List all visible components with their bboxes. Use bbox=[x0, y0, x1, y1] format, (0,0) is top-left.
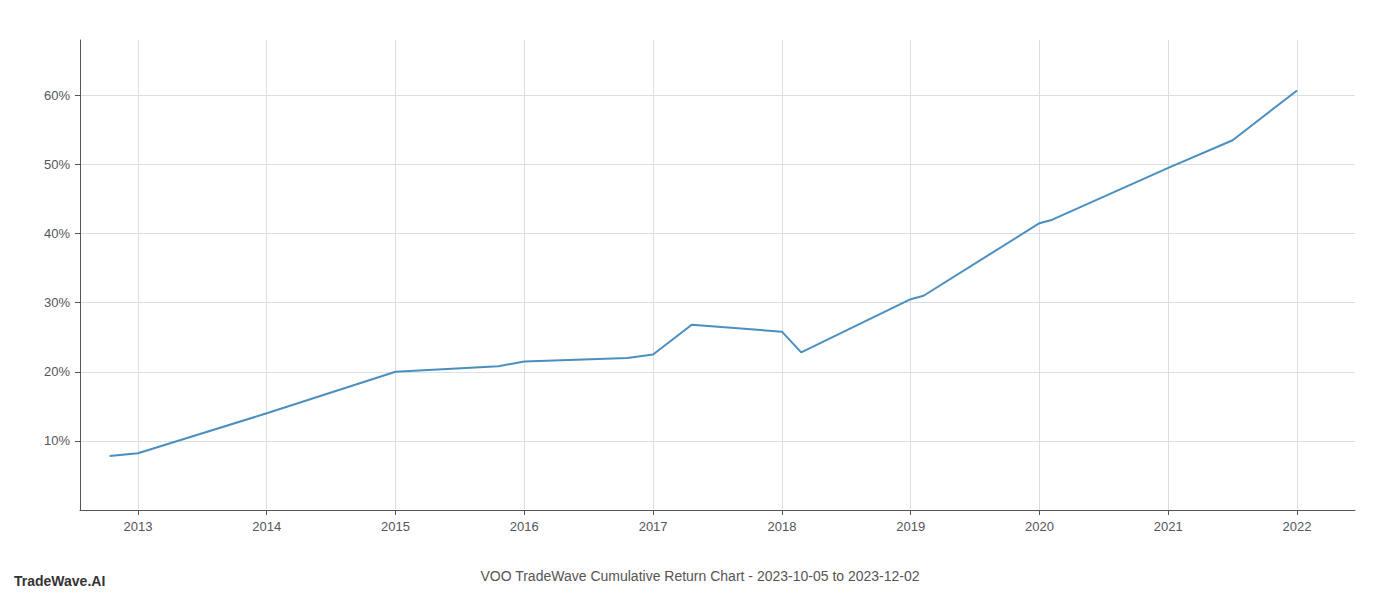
svg-text:60%: 60% bbox=[44, 88, 70, 103]
svg-text:10%: 10% bbox=[44, 433, 70, 448]
svg-text:2018: 2018 bbox=[767, 519, 796, 534]
svg-text:20%: 20% bbox=[44, 364, 70, 379]
svg-text:2015: 2015 bbox=[381, 519, 410, 534]
svg-text:2013: 2013 bbox=[123, 519, 152, 534]
svg-text:2020: 2020 bbox=[1025, 519, 1054, 534]
svg-text:2021: 2021 bbox=[1154, 519, 1183, 534]
svg-text:2019: 2019 bbox=[896, 519, 925, 534]
svg-text:VOO TradeWave Cumulative Retur: VOO TradeWave Cumulative Return Chart - … bbox=[480, 568, 919, 584]
svg-text:40%: 40% bbox=[44, 226, 70, 241]
svg-text:2022: 2022 bbox=[1283, 519, 1312, 534]
svg-text:TradeWave.AI: TradeWave.AI bbox=[14, 573, 105, 589]
svg-text:2014: 2014 bbox=[252, 519, 281, 534]
svg-text:2017: 2017 bbox=[639, 519, 668, 534]
svg-text:30%: 30% bbox=[44, 295, 70, 310]
svg-text:2016: 2016 bbox=[510, 519, 539, 534]
svg-text:50%: 50% bbox=[44, 157, 70, 172]
